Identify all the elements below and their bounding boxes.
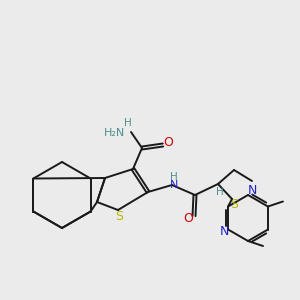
Text: O: O	[163, 136, 173, 149]
Text: N: N	[247, 184, 257, 197]
Text: H₂N: H₂N	[104, 128, 125, 138]
Text: S: S	[115, 211, 123, 224]
Text: H: H	[216, 187, 224, 197]
Text: S: S	[230, 199, 238, 212]
Text: N: N	[219, 225, 229, 238]
Text: O: O	[183, 212, 193, 224]
Text: H: H	[124, 118, 132, 128]
Text: H: H	[170, 172, 178, 182]
Text: N: N	[170, 180, 178, 190]
